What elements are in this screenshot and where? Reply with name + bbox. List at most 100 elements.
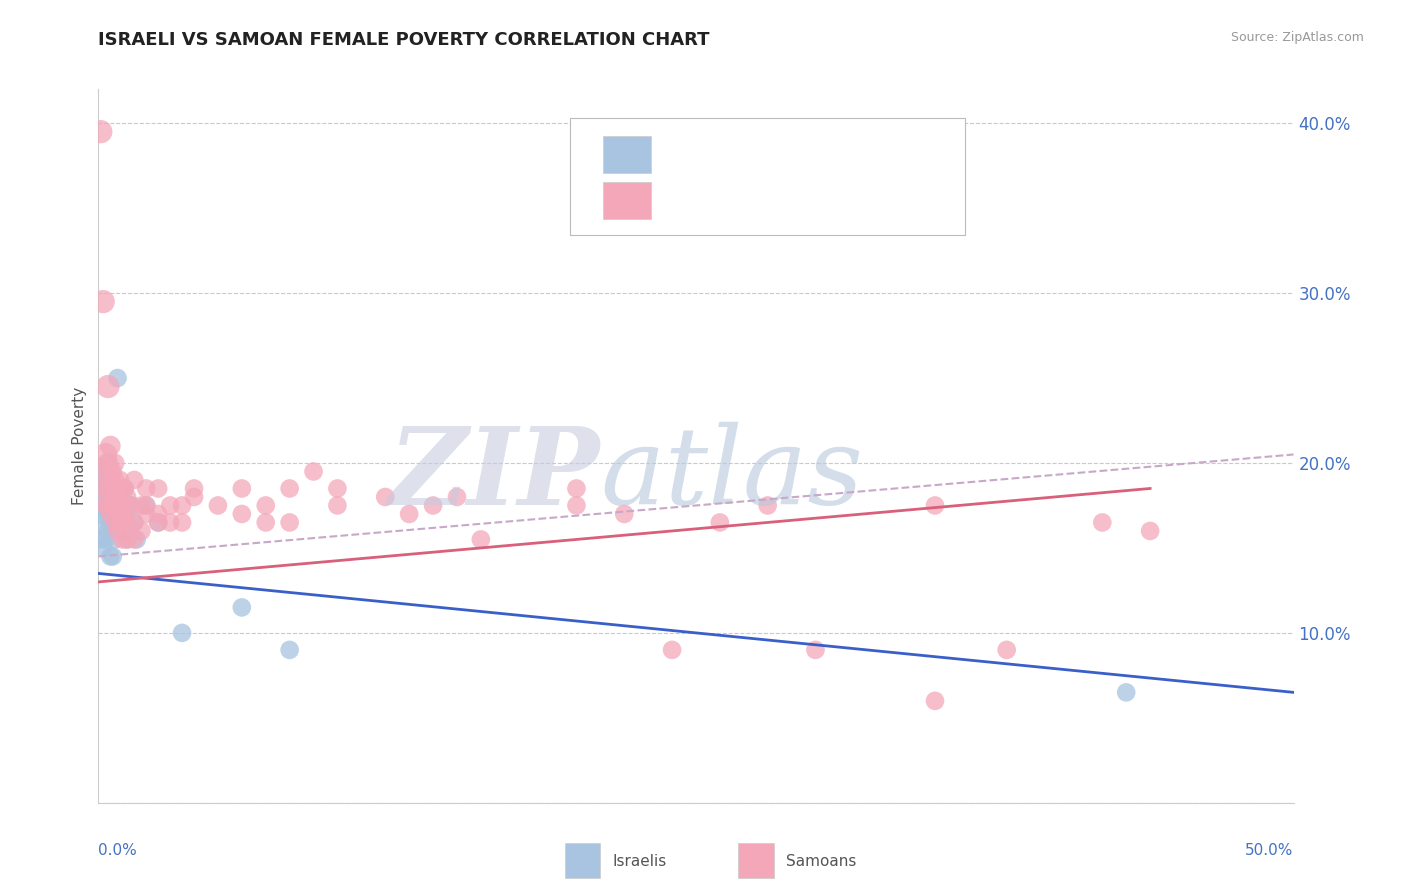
Point bbox=[326, 499, 349, 513]
Point bbox=[398, 507, 420, 521]
Point bbox=[278, 516, 301, 530]
Point bbox=[97, 499, 120, 513]
Point bbox=[231, 600, 253, 615]
Point bbox=[135, 482, 157, 496]
Point bbox=[101, 482, 124, 496]
Point bbox=[124, 516, 146, 530]
Point bbox=[98, 465, 122, 479]
Point bbox=[422, 499, 444, 513]
Text: R =: R = bbox=[666, 147, 699, 162]
Point bbox=[107, 482, 129, 496]
Point bbox=[104, 516, 127, 530]
Point bbox=[108, 507, 131, 521]
Point bbox=[94, 448, 117, 462]
Point bbox=[98, 473, 122, 487]
Point bbox=[91, 294, 114, 309]
Point bbox=[91, 482, 114, 496]
Point bbox=[131, 524, 153, 538]
Point bbox=[104, 490, 127, 504]
Point bbox=[613, 507, 636, 521]
Point bbox=[101, 465, 124, 479]
Point bbox=[104, 456, 127, 470]
Point bbox=[565, 499, 588, 513]
Point bbox=[91, 482, 114, 496]
Point bbox=[278, 643, 301, 657]
Point bbox=[121, 499, 143, 513]
Point bbox=[231, 482, 253, 496]
Point bbox=[565, 482, 588, 496]
Point bbox=[148, 516, 170, 530]
Point bbox=[159, 499, 181, 513]
Text: ZIP: ZIP bbox=[389, 422, 600, 527]
Point bbox=[104, 499, 127, 513]
Point bbox=[118, 499, 141, 513]
Point bbox=[101, 549, 124, 564]
Point bbox=[709, 516, 731, 530]
Point bbox=[924, 694, 946, 708]
Point bbox=[172, 499, 194, 513]
Text: N =: N = bbox=[828, 193, 862, 208]
Point bbox=[302, 465, 325, 479]
Point bbox=[995, 643, 1018, 657]
Point bbox=[115, 490, 138, 504]
Point bbox=[756, 499, 779, 513]
Point bbox=[172, 516, 194, 530]
Point bbox=[115, 516, 138, 530]
Point bbox=[1091, 516, 1114, 530]
Point bbox=[104, 533, 127, 547]
Point bbox=[107, 524, 129, 538]
Text: 84: 84 bbox=[887, 193, 908, 208]
Point bbox=[446, 490, 468, 504]
Point bbox=[98, 549, 122, 564]
Point bbox=[131, 499, 153, 513]
Point bbox=[125, 533, 148, 547]
Point bbox=[94, 499, 117, 513]
Point bbox=[108, 473, 131, 487]
Point bbox=[104, 473, 127, 487]
Text: R =: R = bbox=[666, 193, 699, 208]
Point bbox=[90, 465, 112, 479]
Point bbox=[97, 456, 120, 470]
Text: Israelis: Israelis bbox=[613, 854, 666, 869]
Point bbox=[111, 516, 134, 530]
FancyBboxPatch shape bbox=[738, 844, 773, 878]
FancyBboxPatch shape bbox=[603, 182, 651, 219]
Point bbox=[148, 507, 170, 521]
FancyBboxPatch shape bbox=[603, 136, 651, 173]
Point bbox=[91, 541, 114, 555]
Text: 0.0%: 0.0% bbox=[98, 843, 138, 858]
Point bbox=[804, 643, 827, 657]
Point bbox=[97, 456, 120, 470]
Point bbox=[94, 473, 117, 487]
Text: N =: N = bbox=[828, 147, 862, 162]
Point bbox=[98, 439, 122, 453]
Text: -0.188: -0.188 bbox=[725, 147, 780, 162]
Point bbox=[135, 499, 157, 513]
Point bbox=[111, 499, 134, 513]
Point bbox=[1115, 685, 1137, 699]
FancyBboxPatch shape bbox=[565, 844, 600, 878]
Point bbox=[107, 371, 129, 385]
Text: 0.151: 0.151 bbox=[725, 193, 785, 208]
Point bbox=[108, 516, 131, 530]
Point bbox=[90, 125, 112, 139]
Point bbox=[470, 533, 492, 547]
Point bbox=[114, 482, 136, 496]
Point bbox=[1139, 524, 1161, 538]
Text: ISRAELI VS SAMOAN FEMALE POVERTY CORRELATION CHART: ISRAELI VS SAMOAN FEMALE POVERTY CORRELA… bbox=[98, 31, 710, 49]
Point bbox=[111, 507, 134, 521]
Text: Source: ZipAtlas.com: Source: ZipAtlas.com bbox=[1230, 31, 1364, 45]
Point bbox=[91, 516, 114, 530]
Point bbox=[231, 507, 253, 521]
Point bbox=[98, 482, 122, 496]
Point bbox=[254, 516, 277, 530]
FancyBboxPatch shape bbox=[571, 118, 965, 235]
Point bbox=[124, 473, 146, 487]
Point bbox=[159, 516, 181, 530]
Point bbox=[98, 507, 122, 521]
Point bbox=[135, 507, 157, 521]
Text: 32: 32 bbox=[887, 147, 908, 162]
Point bbox=[101, 499, 124, 513]
Point bbox=[101, 516, 124, 530]
Point bbox=[111, 482, 134, 496]
